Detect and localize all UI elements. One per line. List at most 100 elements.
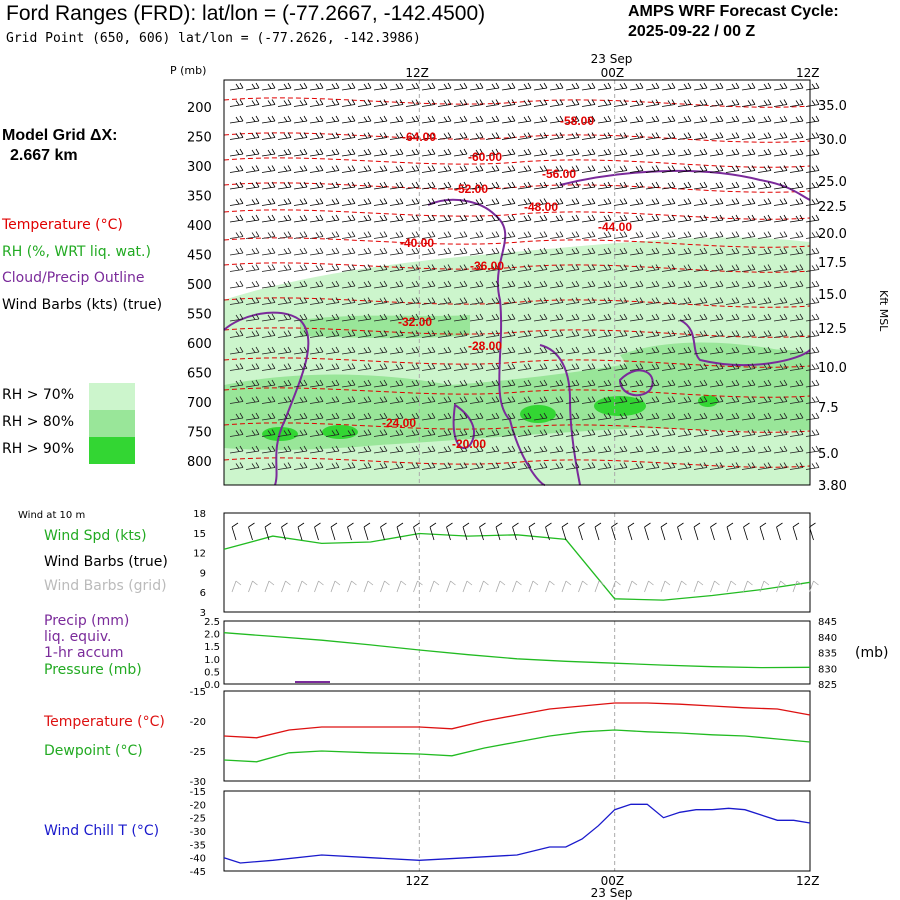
wind-barb-0-1	[245, 82, 260, 91]
wind-barb-13-33	[757, 297, 772, 305]
wind-barb-true-11	[413, 522, 420, 541]
wind-barb-10-4	[293, 247, 308, 256]
wind-barb-11-8	[357, 264, 372, 272]
wind-barb-23-22	[581, 462, 596, 470]
isotherm-line-6	[223, 262, 811, 273]
wind-ytick-6: 6	[200, 588, 206, 599]
wind-barb-23-5	[309, 462, 324, 470]
legend-cloud: Cloud/Precip Outline	[2, 270, 145, 286]
wind-barb-16-0	[229, 346, 244, 355]
legend-rh90-label: RH > 90%	[2, 441, 75, 457]
wind-barb-4-34	[773, 148, 788, 157]
isotherm-label-5: -48.00	[524, 200, 558, 214]
wind-barb-4-33	[757, 148, 772, 157]
wind-barb-0-10	[389, 82, 404, 91]
height-axis-title: Kft MSL	[877, 290, 890, 332]
wind-barb-14-13	[437, 313, 452, 322]
wind-barb-10-5	[309, 247, 324, 256]
wind-barb-9-15	[469, 231, 484, 239]
wind-barb-16-3	[277, 346, 292, 355]
wind-barb-5-35	[789, 165, 804, 173]
wind-barb-true-16	[495, 522, 503, 541]
wind-barb-14-33	[757, 313, 772, 322]
wind-barb-16-23	[597, 346, 612, 355]
wind-barb-23-31	[725, 462, 740, 470]
wind-barb-19-25	[629, 396, 644, 404]
wind-barb-9-36	[805, 231, 820, 239]
wind-barb-23-3	[277, 462, 292, 470]
wind-barb-8-16	[485, 214, 500, 223]
wind-barb-1-0	[229, 99, 244, 107]
wind-barb-8-29	[693, 214, 708, 223]
wind-barb-9-31	[725, 231, 740, 239]
temp-ytick--15: -15	[190, 687, 206, 698]
wind-barb-11-3	[277, 264, 292, 272]
wind-barb-22-14	[453, 445, 468, 454]
isotherm-line-8	[223, 327, 811, 338]
wind-barb-8-33	[757, 214, 772, 223]
windchill-ytick--40: -40	[190, 854, 206, 865]
wind-barb-7-30	[709, 198, 724, 206]
wind-barb-8-2	[261, 214, 276, 223]
wind-barb-17-26	[645, 363, 660, 371]
wind-barb-1-15	[469, 99, 484, 107]
wind-barb-4-0	[229, 148, 244, 157]
cloud-outline-right	[679, 319, 811, 366]
wind-barb-10-11	[405, 247, 420, 256]
wind-barb-19-31	[725, 396, 740, 404]
wind-barb-4-17	[501, 148, 516, 157]
wind-barb-grid-29	[710, 580, 720, 593]
wind-barb-true-3	[281, 522, 288, 541]
wind-barb-20-6	[325, 412, 340, 421]
wind-barb-2-14	[453, 115, 468, 124]
wind-barb-true-30	[726, 522, 734, 541]
wind-barb-2-1	[245, 115, 260, 124]
wind-barb-3-17	[501, 132, 516, 140]
wind-barb-true-8	[363, 522, 371, 541]
wind-barb-4-26	[645, 148, 660, 157]
wind-barb-2-31	[725, 115, 740, 124]
wind-barb-grid-24	[627, 580, 638, 593]
wind-barb-4-10	[389, 148, 404, 157]
wind-barb-22-24	[613, 445, 628, 454]
wind-barb-13-0	[229, 297, 244, 305]
wind-barb-9-27	[661, 231, 676, 239]
wind-barb-11-29	[693, 264, 708, 272]
wind-barb-0-2	[261, 82, 276, 91]
wind-barb-18-22	[581, 379, 596, 388]
wind-barb-5-16	[485, 165, 500, 173]
wind-barb-17-7	[341, 363, 356, 371]
wind-barb-22-25	[629, 445, 644, 454]
wind-barb-11-31	[725, 264, 740, 272]
wind-barb-2-5	[309, 115, 324, 124]
wind-barb-grid-35	[809, 580, 819, 593]
temperature-series-label: Temperature (°C)	[44, 714, 165, 730]
wind-barb-20-32	[741, 412, 756, 421]
wind-barb-true-0	[231, 522, 239, 541]
wind-barb-3-6	[325, 132, 340, 140]
precip-label-1: Precip (mm)	[44, 613, 130, 629]
wind-barb-17-24	[613, 363, 628, 371]
wind-barb-13-31	[725, 297, 740, 305]
panel-3-frame	[223, 790, 811, 872]
wind-barb-2-10	[389, 115, 404, 124]
wind-barb-0-35	[789, 82, 804, 91]
wind-barb-19-7	[341, 396, 356, 404]
wind-barb-0-26	[645, 82, 660, 91]
cloud-outline-loop	[452, 403, 475, 450]
wind-barb-12-4	[293, 280, 308, 289]
precip-ytick-0.5: 0.5	[204, 667, 220, 678]
wind-barb-2-15	[469, 115, 484, 124]
wind-barb-grid-33	[776, 580, 786, 593]
wind-barb-16-32	[741, 346, 756, 355]
wind-barb-9-19	[533, 231, 548, 239]
wind-barb-18-23	[597, 379, 612, 388]
wind-barb-1-24	[613, 99, 628, 107]
height-tick-1: 30.0	[818, 133, 847, 148]
wind-barb-16-8	[357, 346, 372, 355]
wind-barb-12-9	[373, 280, 388, 289]
wind-barb-20-21	[565, 412, 580, 421]
wind-barb-6-24	[613, 181, 628, 190]
wind-barb-grid-2	[264, 580, 275, 593]
isotherm-line-5	[223, 237, 811, 248]
